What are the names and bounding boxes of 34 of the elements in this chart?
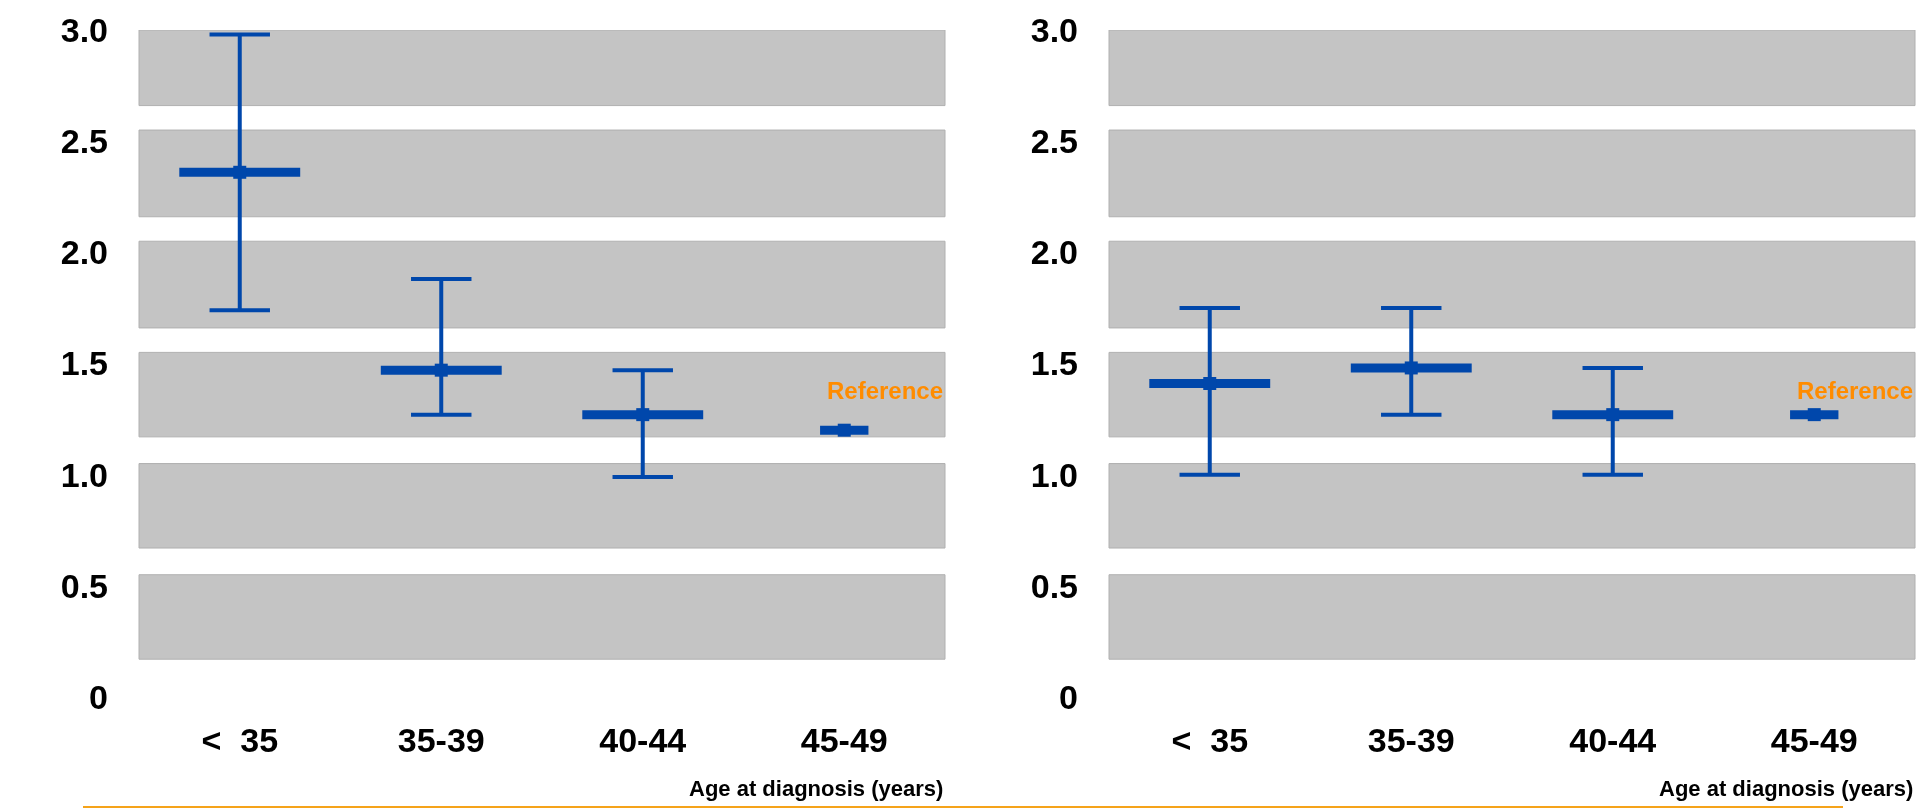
annotation: Reference	[827, 377, 944, 404]
point	[233, 165, 247, 179]
point	[434, 363, 448, 377]
annotation: Reference	[1797, 377, 1914, 404]
point	[1404, 361, 1418, 375]
y-tick-label: 2.5	[60, 122, 108, 161]
y-tick-label: 1.5	[60, 344, 108, 383]
y-tick-label: 2.0	[60, 233, 108, 272]
y-tick-label: 0	[89, 677, 108, 716]
y-tick-label: 0	[1059, 677, 1078, 716]
y-tick-label: 3.0	[1030, 10, 1078, 49]
point	[837, 423, 851, 437]
y-tick-label: 3.0	[60, 10, 108, 49]
x-tick-label: 35-39	[1367, 721, 1455, 759]
x-axis-title: Age at diagnosis (years)	[689, 776, 944, 801]
x-tick-label: 45-49	[800, 721, 888, 759]
x-tick-label: 45-49	[1770, 721, 1858, 759]
y-tick-label: 0.5	[60, 566, 108, 605]
x-tick-label: < 35	[1171, 721, 1249, 759]
y-tick-label: 1.0	[1030, 455, 1078, 494]
x-axis-title: Age at diagnosis (years)	[1659, 776, 1914, 801]
y-tick-label: 0.5	[1030, 566, 1078, 605]
x-tick-label: 40-44	[599, 721, 687, 759]
x-tick-label: 35-39	[397, 721, 485, 759]
point	[1606, 408, 1620, 422]
point	[1807, 408, 1821, 422]
y-tick-label: 1.0	[60, 455, 108, 494]
x-tick-label: 40-44	[1569, 721, 1657, 759]
x-tick-label: < 35	[201, 721, 279, 759]
point	[1203, 377, 1217, 391]
y-tick-label: 2.5	[1030, 122, 1078, 161]
point	[636, 408, 650, 422]
y-tick-label: 1.5	[1030, 344, 1078, 383]
y-tick-label: 2.0	[1030, 233, 1078, 272]
